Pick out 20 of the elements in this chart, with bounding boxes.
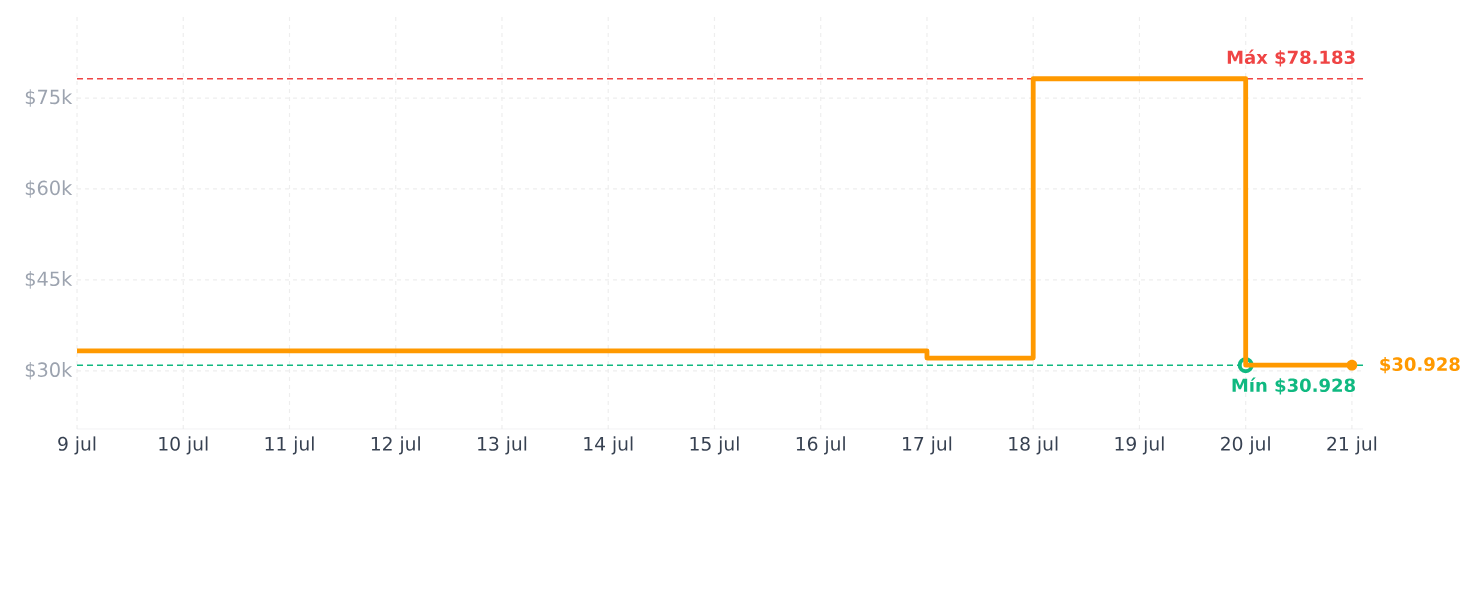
x-tick-label: 9 jul [58,436,96,455]
y-tick-label: $30k [25,362,73,380]
y-tick-label: $45k [25,271,73,289]
x-tick-label: 11 jul [265,436,314,455]
x-tick-label: 19 jul [1115,436,1164,455]
x-tick-label: 20 jul [1221,436,1270,455]
annotation: $30.928 [1380,357,1460,374]
y-tick-label: $75k [25,89,73,107]
x-tick-label: 15 jul [690,436,739,455]
x-tick-label: 18 jul [1009,436,1058,455]
ref-line-label: Máx $78.183 [1227,49,1355,67]
x-tick-label: 13 jul [478,436,527,455]
x-tick-label: 14 jul [584,436,633,455]
x-tick-label: 10 jul [159,436,208,455]
x-tick-label: 16 jul [796,436,845,455]
ref-line-label: Mín $30.928 [1232,377,1355,395]
y-tick-label: $60k [25,180,73,198]
x-tick-label: 21 jul [1327,436,1377,455]
x-tick-label: 12 jul [371,436,420,455]
x-tick-label: 17 jul [903,436,952,455]
